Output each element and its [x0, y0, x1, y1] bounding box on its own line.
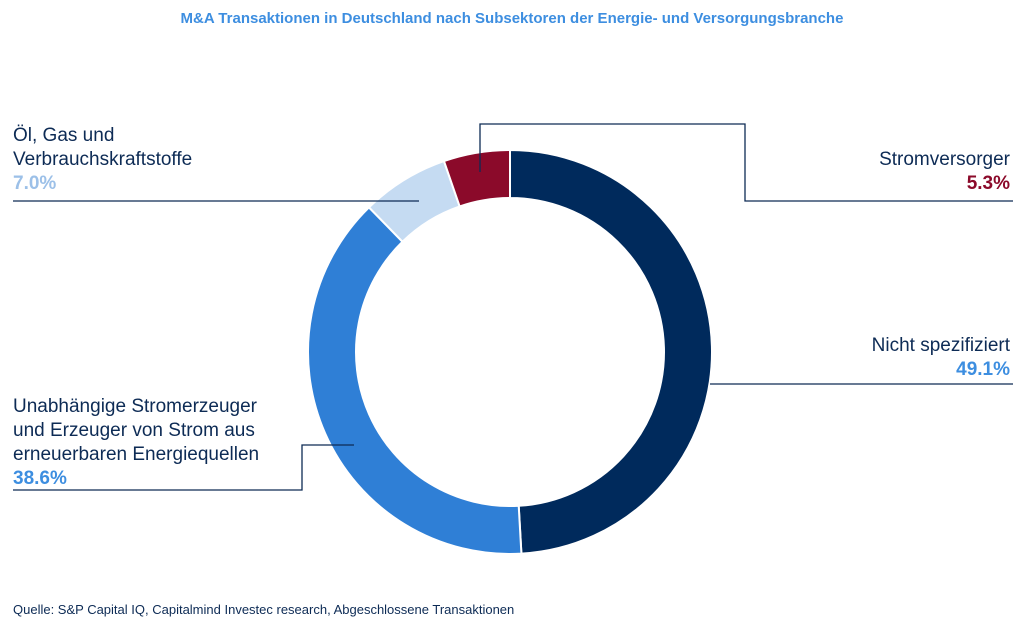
slice-value-nicht-spezifiziert: 49.1% [956, 359, 1010, 380]
slice-nicht-spezifiziert [509, 148, 713, 555]
label-unabhaengige: Unabhängige Stromerzeuger und Erzeuger v… [13, 395, 259, 491]
label-stromversorger: Stromversorger 5.3% [879, 148, 1010, 196]
source-note: Quelle: S&P Capital IQ, Capitalmind Inve… [13, 602, 515, 617]
slice-value-unabhaengige: 38.6% [13, 468, 67, 489]
leader-line-unabhaengige [13, 444, 354, 491]
label-nicht-spezifiziert: Nicht spezifiziert 49.1% [872, 334, 1010, 382]
slice-name-stromversorger: Stromversorger [879, 149, 1010, 170]
leader-line-stromversorger [479, 123, 1013, 202]
label-oel-gas: Öl, Gas und Verbrauchskraftstoffe 7.0% [13, 124, 192, 196]
slice-unabhaengige [307, 205, 523, 555]
slice-name-unabhaengige: Unabhängige Stromerzeuger und Erzeuger v… [13, 396, 260, 465]
slice-name-oel-gas: Öl, Gas und Verbrauchskraftstoffe [13, 125, 193, 170]
slice-value-stromversorger: 5.3% [966, 173, 1010, 194]
slice-value-oel-gas: 7.0% [13, 173, 57, 194]
slice-name-nicht-spezifiziert: Nicht spezifiziert [871, 335, 1010, 356]
chart-title: M&A Transaktionen in Deutschland nach Su… [180, 10, 844, 27]
slice-stromversorger [442, 148, 511, 208]
